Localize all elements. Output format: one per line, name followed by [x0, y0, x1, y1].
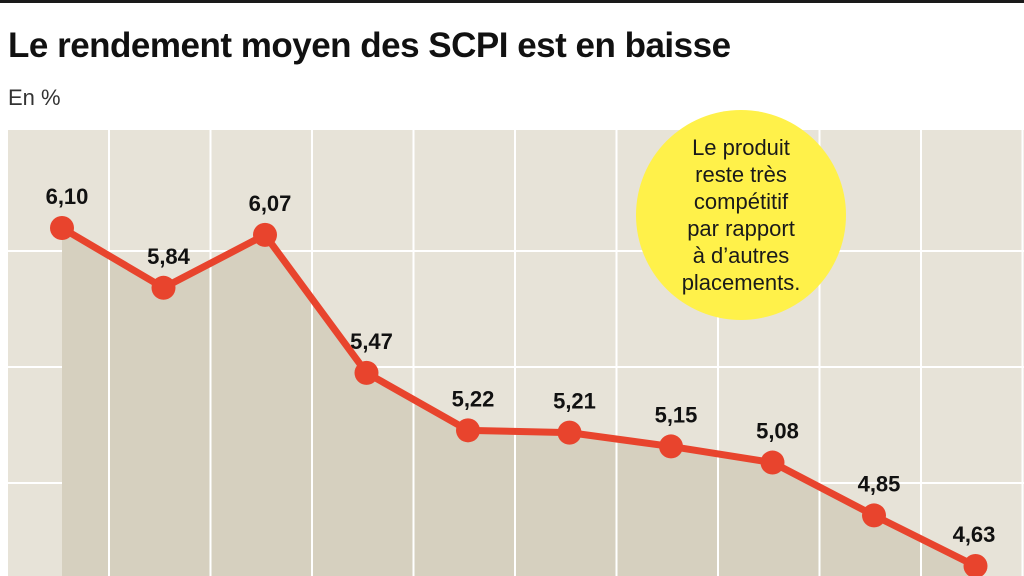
area-fill — [62, 228, 976, 576]
callout-text: Le produit reste très compétitif par rap… — [681, 135, 801, 295]
data-point — [253, 222, 277, 247]
data-label: 6,10 — [46, 184, 89, 209]
data-label: 6,07 — [249, 191, 292, 216]
data-label: 5,22 — [452, 386, 495, 411]
data-point — [862, 503, 886, 528]
data-point — [963, 554, 988, 576]
callout-bubble: Le produit reste très compétitif par rap… — [636, 110, 846, 320]
data-point — [151, 275, 176, 300]
chart-title: Le rendement moyen des SCPI est en baiss… — [8, 26, 731, 65]
data-point — [760, 450, 785, 475]
data-labels: 6,10 5,84 6,07 5,47 5,22 5,21 5,15 5,08 4,85 4,63 — [46, 184, 996, 547]
series-line — [58, 224, 979, 570]
data-point — [659, 434, 683, 459]
data-point — [456, 418, 480, 443]
data-point — [557, 420, 582, 445]
vertical-gridlines — [108, 130, 1024, 576]
data-point — [354, 360, 379, 385]
data-label: 5,84 — [147, 244, 191, 269]
chart-subtitle: En % — [8, 85, 61, 110]
data-label: 5,15 — [655, 402, 698, 427]
data-label: 5,08 — [756, 419, 799, 444]
data-point — [50, 216, 74, 240]
data-label: 4,63 — [953, 522, 996, 547]
data-label: 5,21 — [553, 389, 596, 414]
top-rule — [0, 0, 1024, 3]
data-points — [50, 216, 988, 576]
data-label: 5,47 — [350, 329, 393, 354]
data-label: 4,85 — [858, 471, 901, 496]
